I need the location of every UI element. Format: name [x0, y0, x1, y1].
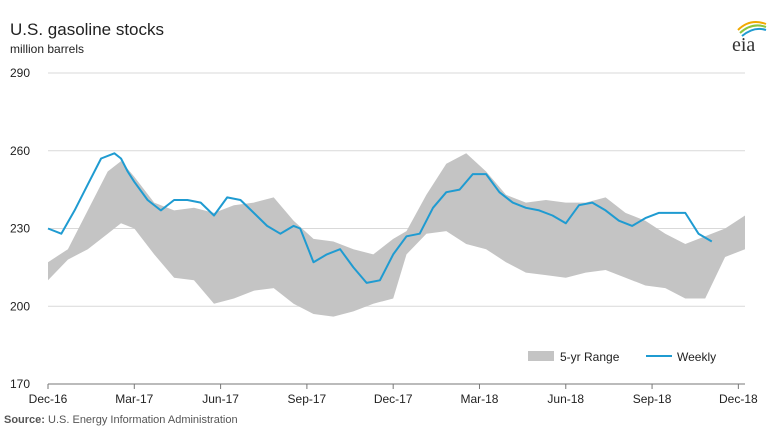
x-tick-label: Mar-18	[460, 392, 498, 406]
axes: 170 200 230 260 290 Dec-16 Mar-17 Jun-17 Sep-17 D…	[10, 66, 758, 406]
x-tick-label: Jun-18	[547, 392, 584, 406]
x-tick-label: Dec-16	[29, 392, 68, 406]
y-tick-label: 230	[10, 222, 30, 236]
x-tick-label: Dec-17	[374, 392, 413, 406]
legend-weekly-label: Weekly	[677, 350, 716, 364]
range-band-area	[48, 153, 745, 317]
x-tick-label: Mar-17	[115, 392, 153, 406]
legend-range-label: 5-yr Range	[560, 350, 620, 364]
weekly-line	[47, 152, 713, 284]
source-label: Source:	[4, 414, 45, 426]
legend: 5-yr Range Weekly	[528, 350, 716, 364]
y-tick-label: 200	[10, 299, 30, 313]
eia-logo: eia	[732, 21, 767, 56]
y-tick-label: 290	[10, 66, 30, 80]
weekly-series	[47, 152, 713, 284]
chart-title: U.S. gasoline stocks	[10, 20, 165, 39]
y-tick-label: 170	[10, 377, 30, 391]
source-text: U.S. Energy Information Administration	[48, 414, 238, 426]
chart-subtitle: million barrels	[10, 42, 85, 56]
eia-logo-text: eia	[732, 34, 755, 56]
x-tick-label: Sep-18	[633, 392, 672, 406]
legend-range-swatch	[528, 351, 554, 361]
x-tick-label: Dec-18	[719, 392, 758, 406]
x-tick-label: Sep-17	[288, 392, 327, 406]
source-note: Source: U.S. Energy Information Administ…	[4, 414, 238, 426]
y-tick-label: 260	[10, 144, 30, 158]
five-year-range-band	[48, 153, 745, 317]
x-tick-label: Jun-17	[202, 392, 239, 406]
